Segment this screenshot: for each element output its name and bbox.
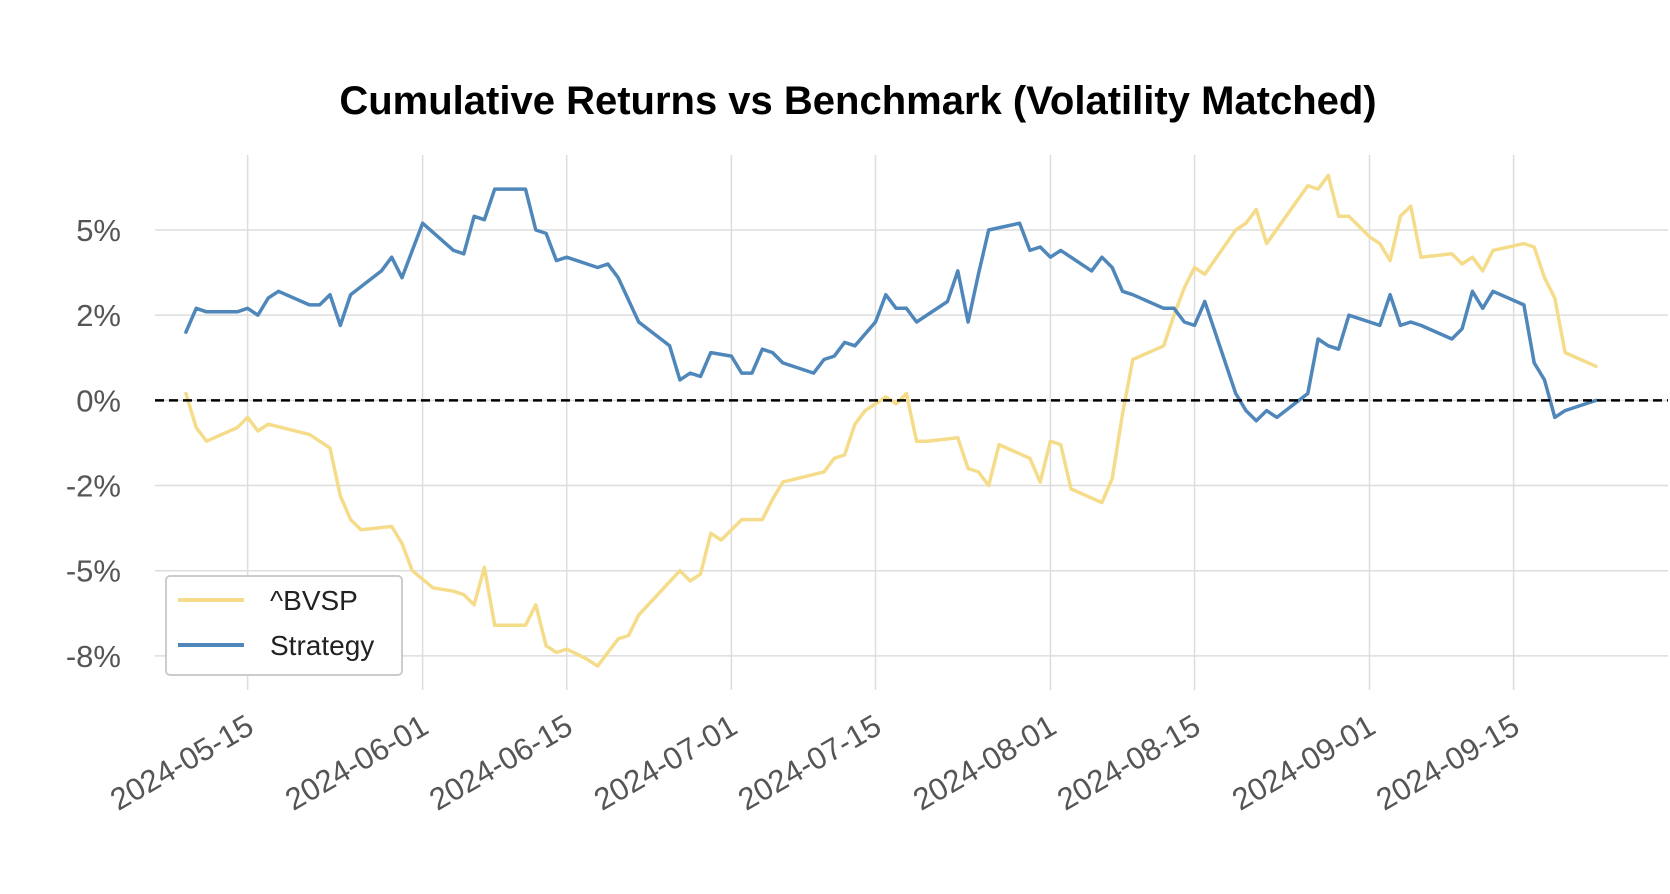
y-tick-label: 2% bbox=[76, 298, 121, 333]
y-tick-label: -5% bbox=[66, 554, 121, 589]
chart-title: Cumulative Returns vs Benchmark (Volatil… bbox=[339, 79, 1376, 123]
series-line-strategy bbox=[184, 187, 1598, 423]
y-tick-label: 5% bbox=[76, 213, 121, 248]
legend-label-bvsp: ^BVSP bbox=[270, 585, 358, 616]
y-tick-label: -2% bbox=[66, 469, 121, 504]
y-tick-label: 0% bbox=[76, 383, 121, 418]
series-lines bbox=[155, 173, 1668, 668]
y-axis-ticks: 5% 2% 0% -2% -5% -8% bbox=[66, 213, 121, 674]
legend-label-strategy: Strategy bbox=[270, 630, 374, 661]
y-tick-label: -8% bbox=[66, 639, 121, 674]
legend: ^BVSP Strategy bbox=[165, 575, 403, 676]
